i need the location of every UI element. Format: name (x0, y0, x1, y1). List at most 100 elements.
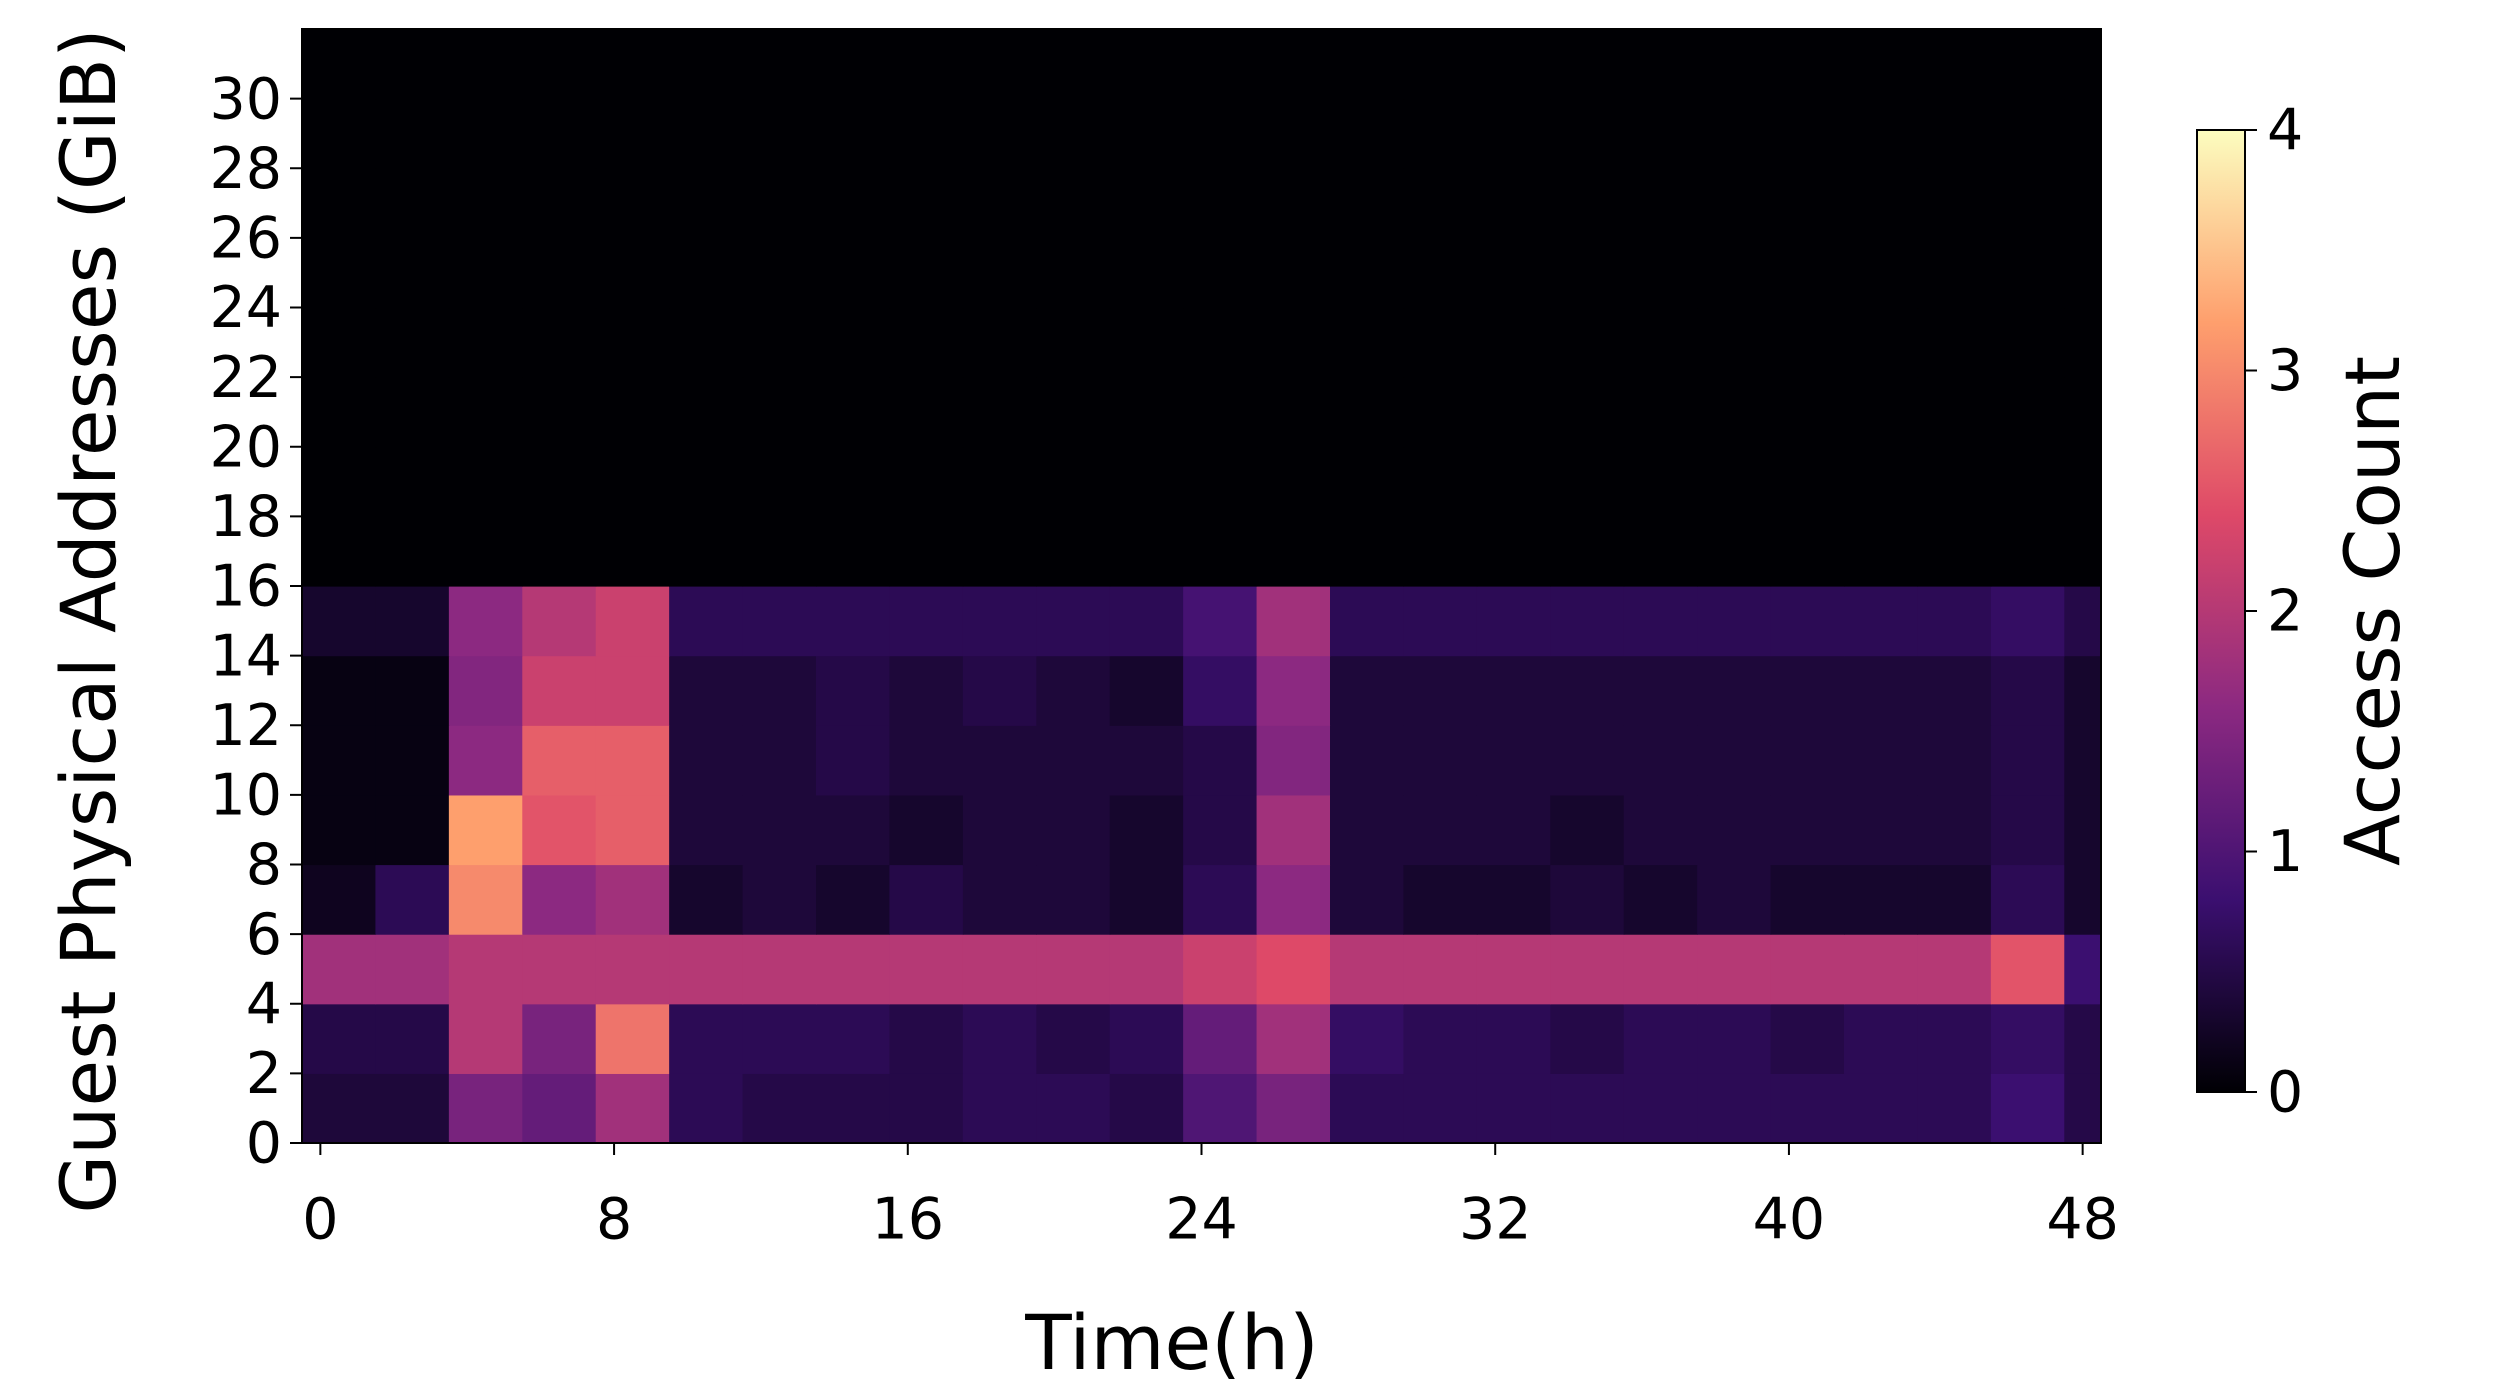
heatmap-cell (962, 237, 1037, 309)
heatmap-cell (669, 725, 744, 796)
heatmap-cell (1183, 446, 1258, 517)
heatmap-cell (962, 794, 1037, 866)
heatmap-cell (522, 864, 597, 935)
heatmap-cell (448, 29, 523, 100)
heatmap-cell (1476, 516, 1551, 587)
heatmap-cell (1917, 237, 1992, 309)
heatmap-cell (1036, 1003, 1111, 1074)
heatmap-cell (1550, 655, 1625, 726)
heatmap-cell (1990, 98, 2065, 169)
heatmap-cell (1109, 237, 1184, 309)
heatmap-cell (375, 864, 450, 935)
heatmap-cell (1697, 934, 1772, 1005)
heatmap-cell (962, 377, 1037, 448)
colorbar-label: Access Count (2328, 356, 2417, 866)
heatmap-cell (1476, 1003, 1551, 1074)
heatmap-cell (1036, 586, 1111, 657)
heatmap-cell (1109, 446, 1184, 517)
heatmap-cell (1036, 934, 1111, 1005)
heatmap-cell (1697, 586, 1772, 657)
heatmap-cell (595, 377, 670, 448)
heatmap-cell (742, 586, 817, 657)
heatmap-cell (1109, 98, 1184, 169)
heatmap-cell (1109, 864, 1184, 935)
heatmap-cell (742, 98, 817, 169)
heatmap-cell (1990, 1003, 2065, 1074)
heatmap-cell (1697, 516, 1772, 587)
heatmap-cell (1623, 98, 1698, 169)
heatmap-cell (816, 516, 891, 587)
heatmap-cell (1109, 516, 1184, 587)
heatmap-cell (448, 237, 523, 309)
heatmap-cell (1183, 237, 1258, 309)
heatmap-cell (1990, 377, 2065, 448)
heatmap-cell (1697, 446, 1772, 517)
heatmap-cell (816, 168, 891, 239)
heatmap-cell (1990, 725, 2065, 796)
heatmap-cell (1403, 864, 1478, 935)
heatmap-cell (1697, 29, 1772, 100)
heatmap-cell (1476, 307, 1551, 378)
heatmap-cell (669, 29, 744, 100)
heatmap-cell (1403, 794, 1478, 866)
heatmap-cell (669, 586, 744, 657)
heatmap-cell (302, 1073, 377, 1144)
heatmap-cell (962, 1003, 1037, 1074)
heatmap-cell (375, 446, 450, 517)
heatmap-cell (595, 168, 670, 239)
colorbar-tick-label: 2 (2267, 579, 2303, 645)
heatmap-cell (1256, 98, 1331, 169)
heatmap-cell (1183, 725, 1258, 796)
heatmap-cell (1256, 1003, 1331, 1074)
heatmap-cell (1476, 934, 1551, 1005)
heatmap-cell (816, 377, 891, 448)
y-tick-label: 14 (209, 623, 282, 689)
heatmap-cell (522, 1073, 597, 1144)
heatmap-cell (522, 237, 597, 309)
heatmap-cell (816, 1003, 891, 1074)
x-tick-label: 40 (1753, 1187, 1826, 1253)
heatmap-cell (1403, 377, 1478, 448)
heatmap-cell (1623, 377, 1698, 448)
heatmap-cell (522, 725, 597, 796)
heatmap-cell (742, 377, 817, 448)
heatmap-cell (742, 446, 817, 517)
heatmap-cell (595, 237, 670, 309)
heatmap-cell (1109, 1073, 1184, 1144)
heatmap-cell (962, 446, 1037, 517)
heatmap-cell (375, 377, 450, 448)
y-tick-label: 2 (246, 1041, 282, 1107)
heatmap-cell (1770, 794, 1845, 866)
heatmap-cell (889, 934, 964, 1005)
heatmap-cell (669, 655, 744, 726)
heatmap-cell (1403, 446, 1478, 517)
heatmap-cell (375, 98, 450, 169)
heatmap-cell (448, 794, 523, 866)
heatmap-cell (1256, 377, 1331, 448)
heatmap-cell (1623, 655, 1698, 726)
heatmap-cell (816, 98, 891, 169)
heatmap-cell (962, 655, 1037, 726)
heatmap-cell (448, 307, 523, 378)
heatmap-cell (742, 307, 817, 378)
heatmap-cell (1403, 1003, 1478, 1074)
y-tick-label: 16 (209, 554, 282, 620)
heatmap-cell (1476, 29, 1551, 100)
heatmap-cell (1183, 655, 1258, 726)
heatmap-cell (816, 725, 891, 796)
heatmap-cell (595, 725, 670, 796)
heatmap-cell (595, 1003, 670, 1074)
heatmap-cell (1256, 516, 1331, 587)
heatmap-cell (1623, 864, 1698, 935)
heatmap-cell (1697, 794, 1772, 866)
y-tick-label: 0 (246, 1111, 282, 1177)
heatmap-cell (1770, 1073, 1845, 1144)
heatmap-cell (1183, 29, 1258, 100)
heatmap-cell (1330, 237, 1405, 309)
heatmap-cell (1403, 98, 1478, 169)
heatmap-cell (889, 237, 964, 309)
heatmap-cell (595, 516, 670, 587)
heatmap-cell (669, 794, 744, 866)
heatmap-cell (1990, 237, 2065, 309)
heatmap-cell (1770, 864, 1845, 935)
